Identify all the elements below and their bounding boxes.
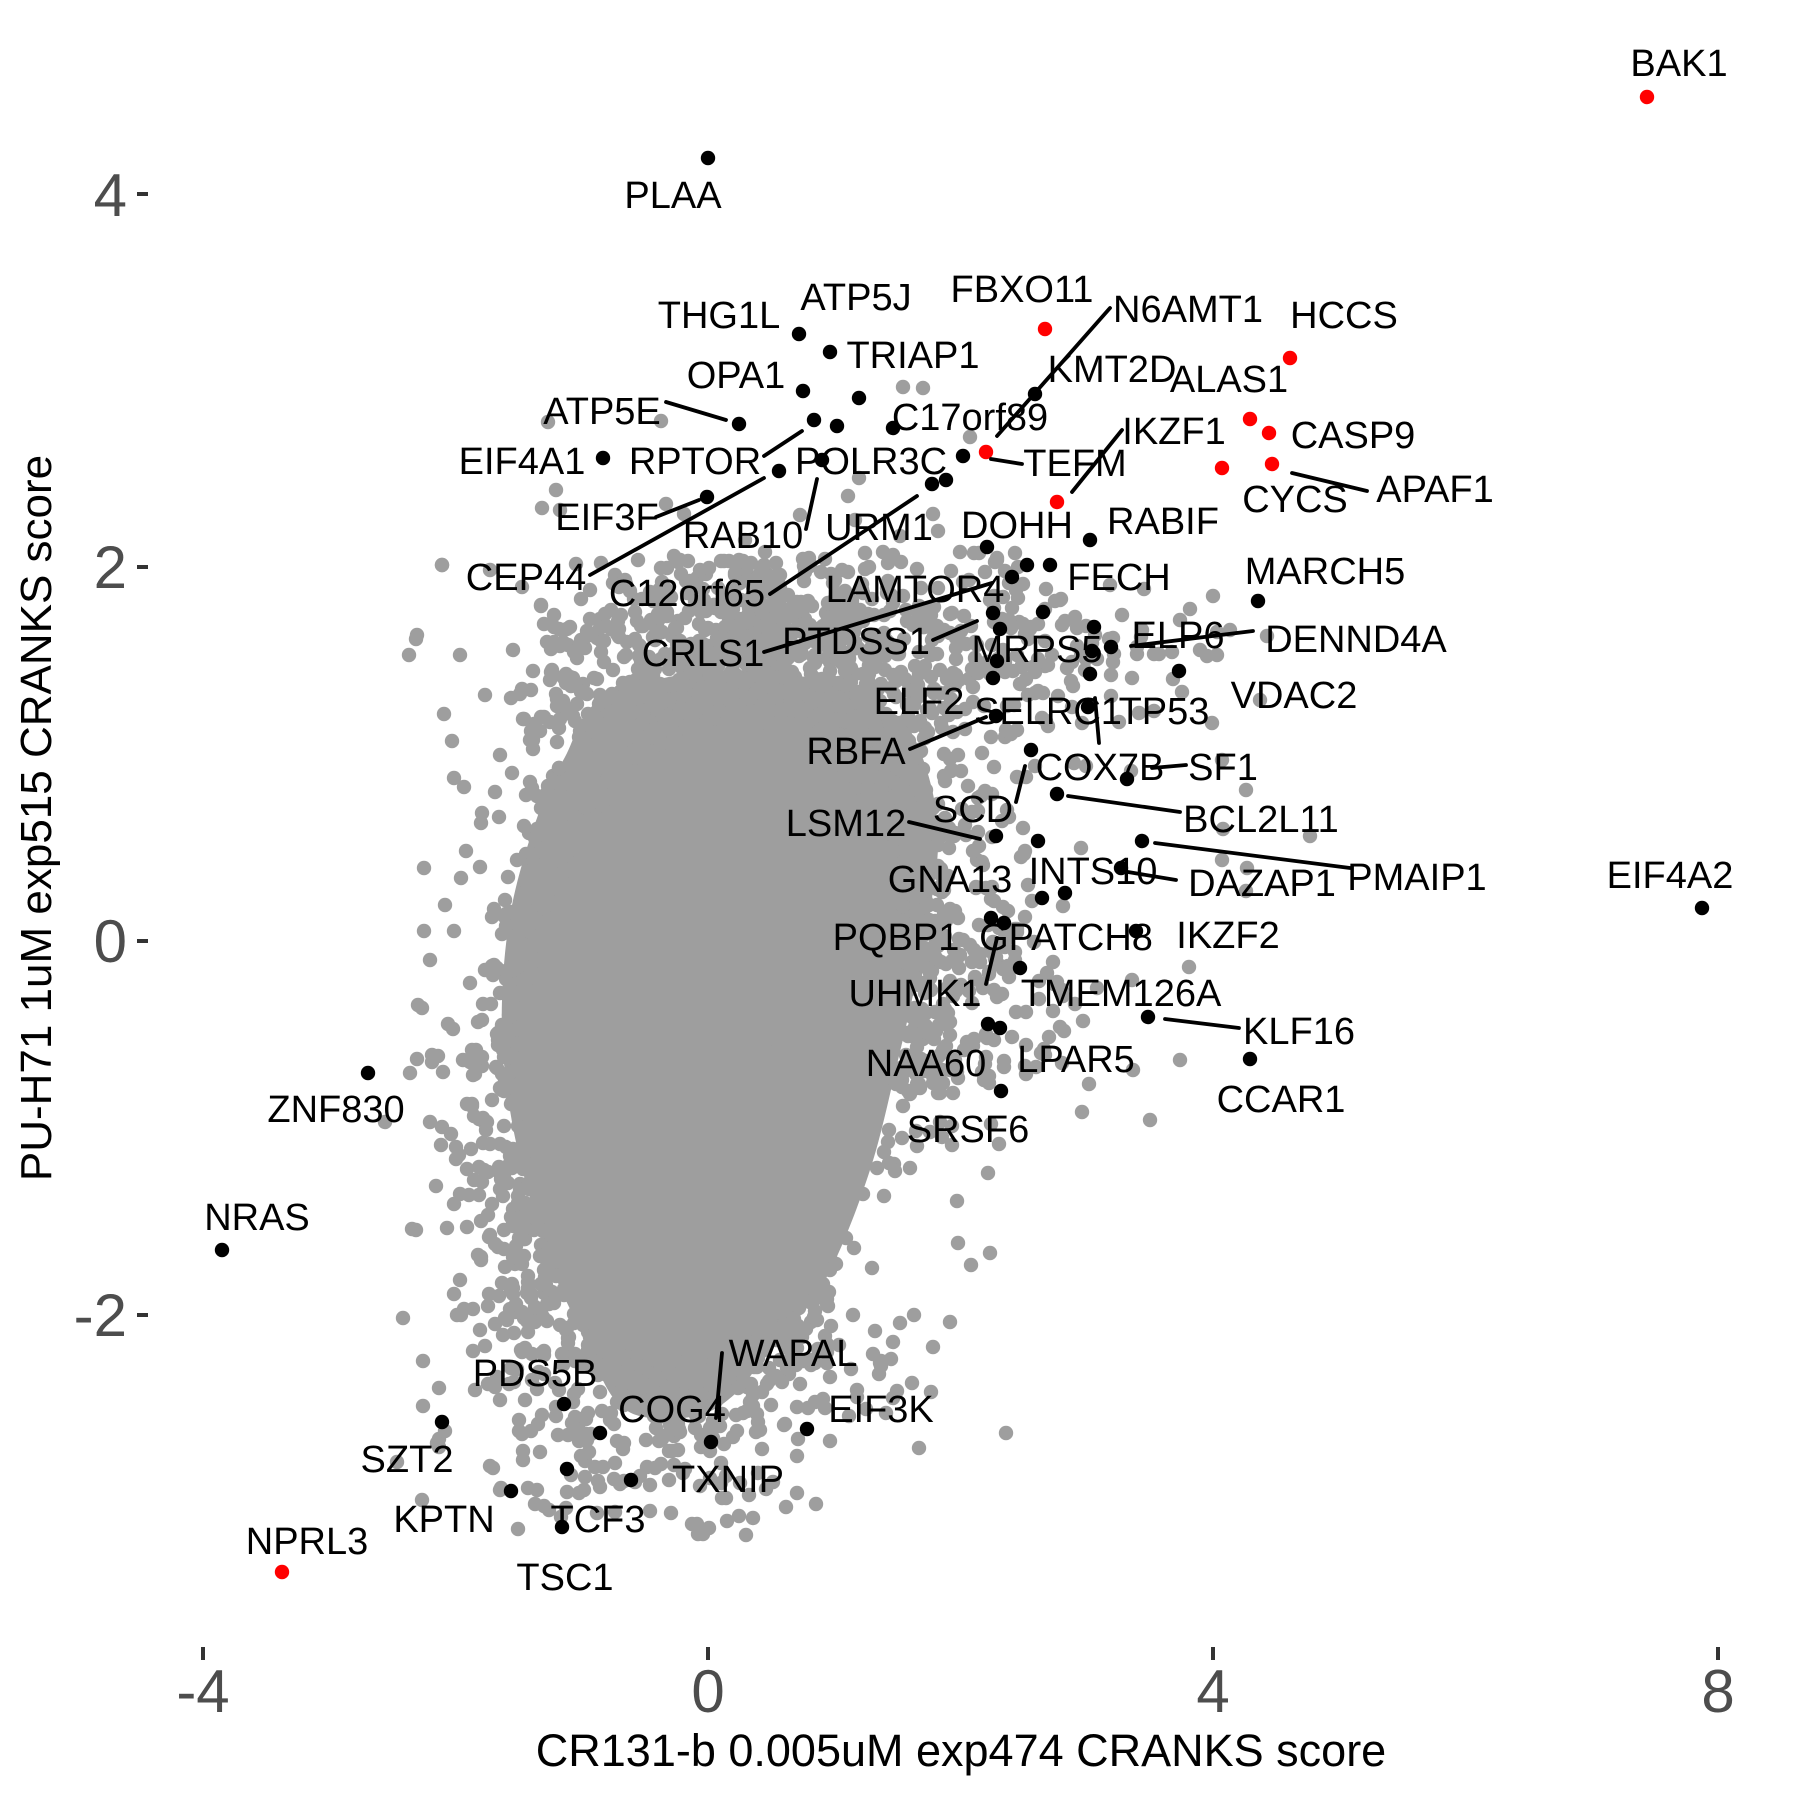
svg-text:CR131-b 0.005uM exp474 CRANKS: CR131-b 0.005uM exp474 CRANKS score: [536, 1725, 1386, 1776]
svg-text:SZT2: SZT2: [361, 1439, 454, 1481]
svg-text:TCF3: TCF3: [551, 1499, 646, 1541]
svg-text:EIF4A2: EIF4A2: [1607, 855, 1734, 897]
svg-text:PTDSS1: PTDSS1: [782, 621, 930, 663]
svg-text:TMEM126A: TMEM126A: [1021, 973, 1222, 1015]
svg-text:BAK1: BAK1: [1630, 43, 1727, 85]
svg-text:GNA13: GNA13: [888, 859, 1013, 901]
svg-text:RABIF: RABIF: [1107, 501, 1219, 543]
svg-text:NRAS: NRAS: [204, 1197, 310, 1239]
svg-text:C12orf65: C12orf65: [609, 573, 765, 615]
svg-text:VDAC2: VDAC2: [1231, 675, 1358, 717]
svg-text:THG1L: THG1L: [658, 295, 780, 337]
svg-text:DENND4A: DENND4A: [1265, 619, 1447, 661]
svg-text:FECH: FECH: [1067, 557, 1170, 599]
svg-text:EIF3K: EIF3K: [828, 1389, 934, 1431]
svg-text:HCCS: HCCS: [1290, 295, 1398, 337]
svg-text:KMT2D: KMT2D: [1048, 349, 1177, 391]
svg-text:APAF1: APAF1: [1376, 469, 1494, 511]
svg-text:IKZF2: IKZF2: [1176, 915, 1279, 957]
svg-text:TXNIP: TXNIP: [672, 1459, 784, 1501]
svg-text:SRSF6: SRSF6: [907, 1109, 1029, 1151]
svg-text:ATP5J: ATP5J: [800, 277, 911, 319]
svg-text:WAPAL: WAPAL: [729, 1333, 858, 1375]
svg-text:ALAS1: ALAS1: [1170, 359, 1288, 401]
svg-text:SELRC1: SELRC1: [974, 691, 1122, 733]
svg-text:CCAR1: CCAR1: [1217, 1079, 1346, 1121]
svg-text:ZNF830: ZNF830: [267, 1089, 404, 1131]
svg-text:ELP6: ELP6: [1132, 615, 1225, 657]
svg-text:URM1: URM1: [825, 507, 933, 549]
svg-text:PQBP1: PQBP1: [833, 917, 960, 959]
svg-text:BCL2L11: BCL2L11: [1183, 799, 1339, 841]
svg-text:RAB10: RAB10: [683, 515, 803, 557]
svg-text:PU-H71 1uM exp515 CRANKS score: PU-H71 1uM exp515 CRANKS score: [12, 455, 61, 1181]
svg-text:8: 8: [1701, 1658, 1734, 1725]
svg-text:PLAA: PLAA: [624, 175, 722, 217]
svg-text:NAA60: NAA60: [866, 1043, 986, 1085]
svg-text:4: 4: [94, 162, 127, 229]
svg-text:TRIAP1: TRIAP1: [846, 335, 979, 377]
svg-text:-2: -2: [74, 1282, 127, 1349]
svg-text:RBFA: RBFA: [806, 731, 906, 773]
svg-text:TP53: TP53: [1119, 691, 1210, 733]
svg-text:PMAIP1: PMAIP1: [1347, 857, 1486, 899]
svg-text:KPTN: KPTN: [393, 1499, 494, 1541]
svg-text:C17orf89: C17orf89: [892, 397, 1048, 439]
svg-text:CRLS1: CRLS1: [642, 633, 765, 675]
svg-text:FBXO11: FBXO11: [951, 269, 1094, 311]
svg-text:PDS5B: PDS5B: [473, 1353, 598, 1395]
svg-text:-4: -4: [176, 1658, 229, 1725]
svg-text:4: 4: [1196, 1658, 1229, 1725]
svg-text:GPATCH8: GPATCH8: [979, 917, 1153, 959]
svg-text:RPTOR: RPTOR: [629, 441, 761, 483]
svg-text:UHMK1: UHMK1: [848, 973, 981, 1015]
svg-text:DOHH: DOHH: [961, 505, 1073, 547]
svg-text:COG4: COG4: [618, 1389, 726, 1431]
svg-text:IKZF1: IKZF1: [1122, 411, 1225, 453]
svg-text:ATP5E: ATP5E: [543, 391, 661, 433]
svg-text:OPA1: OPA1: [687, 355, 786, 397]
svg-text:EIF4A1: EIF4A1: [459, 441, 586, 483]
svg-text:DAZAP1: DAZAP1: [1188, 863, 1336, 905]
svg-text:EIF3F: EIF3F: [555, 497, 658, 539]
svg-text:ELF2: ELF2: [874, 681, 965, 723]
svg-text:NPRL3: NPRL3: [246, 1521, 369, 1563]
svg-text:MARCH5: MARCH5: [1245, 551, 1405, 593]
svg-text:TSC1: TSC1: [516, 1557, 613, 1599]
svg-text:MRPS5: MRPS5: [972, 629, 1103, 671]
svg-text:LSM12: LSM12: [786, 803, 906, 845]
svg-text:0: 0: [691, 1658, 724, 1725]
svg-text:LAMTOR4: LAMTOR4: [826, 569, 1005, 611]
svg-text:0: 0: [94, 908, 127, 975]
svg-text:INTS10: INTS10: [1029, 851, 1158, 893]
svg-text:TEFM: TEFM: [1023, 443, 1126, 485]
svg-text:CYCS: CYCS: [1242, 479, 1348, 521]
svg-text:CASP9: CASP9: [1291, 415, 1416, 457]
svg-text:POLR3C: POLR3C: [795, 441, 947, 483]
svg-text:2: 2: [94, 534, 127, 601]
svg-text:LPAR5: LPAR5: [1017, 1039, 1135, 1081]
svg-text:SCD: SCD: [933, 789, 1013, 831]
svg-text:SF1: SF1: [1188, 747, 1258, 789]
svg-text:CEP44: CEP44: [466, 557, 586, 599]
svg-text:N6AMT1: N6AMT1: [1113, 289, 1263, 331]
svg-text:KLF16: KLF16: [1243, 1011, 1355, 1053]
svg-text:COX7B: COX7B: [1036, 747, 1165, 789]
